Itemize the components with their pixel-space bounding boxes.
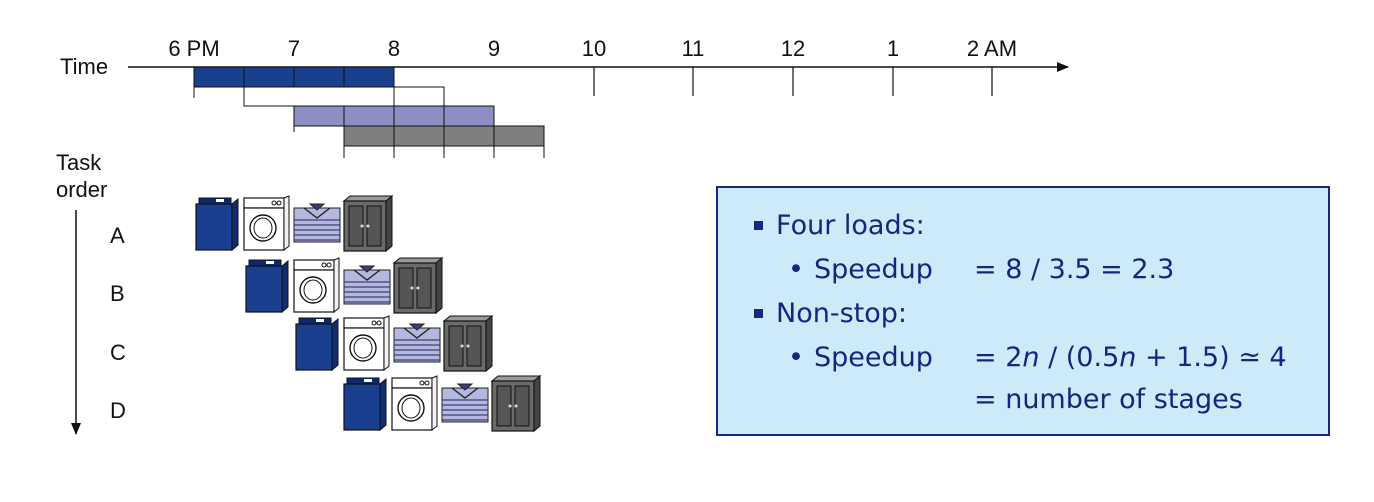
bullet-non-stop: Non-stop: [754, 298, 907, 329]
tick-label-9: 9 [488, 36, 500, 61]
washer-icon [295, 317, 339, 371]
task-row-a [195, 195, 393, 252]
non-stop-speedup-row: • Speedup = 2n / (0.5n + 1.5) ≃ 4 [788, 342, 1318, 376]
time-axis-label: Time [60, 54, 108, 79]
task-row-c [295, 315, 493, 372]
speedup-info-box: Four loads: • Speedup = 8 / 3.5 = 2.3 No… [716, 186, 1330, 436]
dot-bullet-icon: • [788, 342, 804, 373]
washer-icon [343, 377, 387, 431]
number-of-stages-line: = number of stages [974, 384, 1243, 415]
folded-shirt-icon [441, 383, 489, 423]
tick-label-12: 12 [781, 36, 805, 61]
dot-bullet-icon: • [788, 254, 804, 285]
closet-icon [343, 195, 393, 252]
non-stop-speedup-formula: = 2n / (0.5n + 1.5) ≃ 4 [974, 342, 1287, 373]
tick-label-11: 11 [682, 36, 705, 61]
washer-icon [245, 259, 289, 313]
tick-label-7: 7 [288, 36, 300, 61]
dryer-icon [243, 195, 290, 251]
four-loads-speedup-value: = 8 / 3.5 = 2.3 [974, 254, 1175, 285]
bullet-non-stop-text: Non-stop: [776, 298, 907, 329]
dryer-icon [391, 375, 438, 431]
dryer-icon [293, 257, 340, 313]
four-loads-speedup-label: Speedup [814, 254, 933, 285]
tick-marks [593, 67, 993, 96]
closet-icon [393, 257, 443, 314]
washer-icon [195, 197, 239, 251]
square-bullet-icon [754, 221, 763, 230]
square-bullet-icon [754, 309, 763, 318]
task-label-a: A [110, 223, 125, 248]
pipeline-bars [193, 66, 545, 158]
folded-shirt-icon [293, 203, 341, 243]
tick-label-8: 8 [388, 36, 400, 61]
task-label-d: D [110, 398, 126, 423]
dryer-icon [343, 315, 390, 371]
tick-label-10: 10 [582, 36, 606, 61]
task-row-d [343, 375, 541, 432]
task-label-c: C [110, 340, 126, 365]
non-stop-speedup-label: Speedup [814, 342, 933, 373]
tick-label-2am: 2 AM [967, 36, 1017, 61]
closet-icon [443, 315, 493, 372]
task-order-label-line2: order [56, 177, 107, 202]
folded-shirt-icon [343, 265, 391, 305]
row-b-bar [243, 87, 444, 107]
bullet-four-loads-text: Four loads: [776, 210, 925, 241]
tick-label-6pm: 6 PM [168, 36, 219, 61]
task-order-label-line1: Task [56, 150, 102, 175]
four-loads-speedup-row: • Speedup = 8 / 3.5 = 2.3 [788, 254, 1308, 288]
task-row-b [245, 257, 443, 314]
tick-label-1: 1 [887, 36, 899, 61]
bullet-four-loads: Four loads: [754, 210, 925, 241]
tick-labels: 6 PM 7 8 9 10 11 12 1 2 AM [168, 36, 1017, 61]
task-label-b: B [110, 281, 125, 306]
folded-shirt-icon [393, 323, 441, 363]
closet-icon [491, 375, 541, 432]
